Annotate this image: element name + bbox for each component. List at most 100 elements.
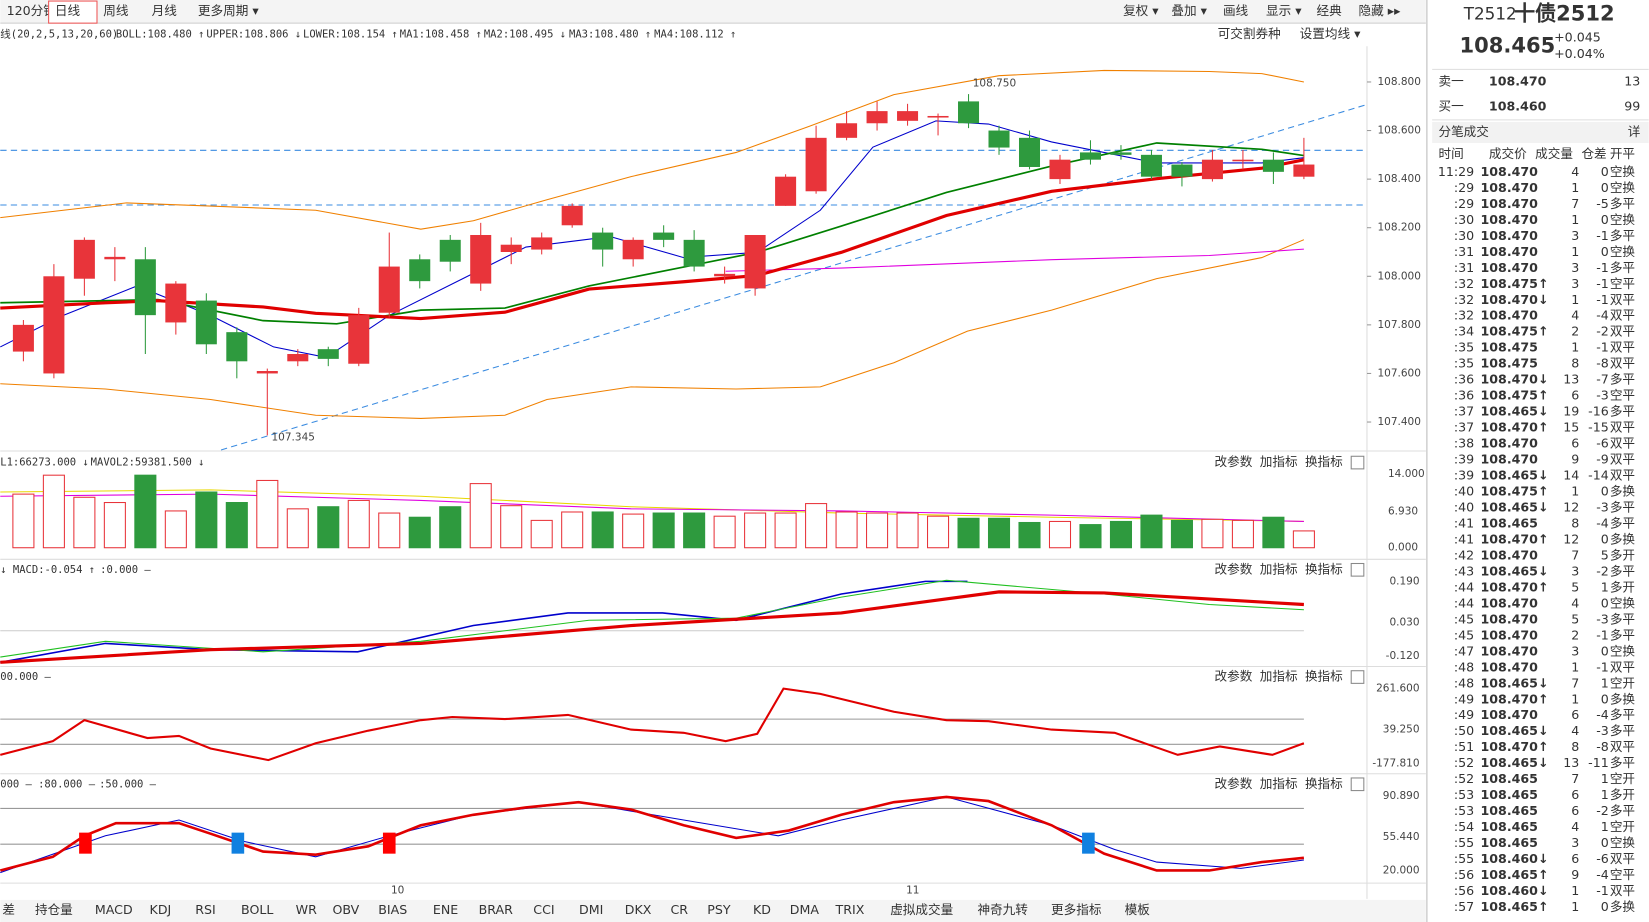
close-box[interactable] (1350, 670, 1365, 684)
volume-bar (774, 512, 797, 549)
panel-button[interactable]: 换指标 (1305, 669, 1343, 684)
indicator-tab[interactable]: DKX (625, 902, 652, 917)
y-tick-label: 108.600 (1377, 125, 1420, 137)
trade-delta: -2 (1596, 803, 1609, 818)
indicator-tab[interactable]: 更多指标 (1051, 902, 1102, 917)
trade-type: 空平 (1610, 867, 1635, 882)
period-tab[interactable]: 周线 (103, 3, 129, 18)
candle-body (1079, 152, 1101, 160)
trade-price: 108.470 (1481, 659, 1539, 674)
trade-type: 多开 (1610, 547, 1635, 562)
trade-price: 108.475 (1481, 340, 1538, 355)
trades-head-bg (1432, 121, 1649, 143)
tool-button[interactable]: 经典 (1317, 3, 1343, 18)
trade-volume: 5 (1571, 579, 1579, 594)
tool-button[interactable]: 复权 ▾ (1123, 3, 1159, 18)
trade-volume: 4 (1571, 819, 1579, 834)
indicator-tab[interactable]: 持仓量 (35, 902, 73, 917)
volume-bar (957, 517, 980, 549)
candle-body (1018, 137, 1041, 167)
indicator-tab[interactable]: MACD (95, 902, 133, 917)
detail-button[interactable]: 详 (1628, 124, 1641, 139)
period-tab[interactable]: 120分钟 (7, 3, 56, 18)
candle-body (317, 349, 339, 359)
indicator-tab[interactable]: CR (670, 902, 688, 917)
code: T2512 (1463, 4, 1517, 24)
link[interactable]: 设置均线 ▾ (1300, 26, 1361, 41)
trade-type: 双平 (1610, 340, 1635, 355)
indicator-tab[interactable]: 模板 (1125, 902, 1151, 917)
trade-type: 多换 (1610, 531, 1636, 546)
link[interactable]: 可交割券种 (1218, 26, 1281, 41)
trade-type: 空平 (1610, 388, 1635, 403)
trade-price: 108.470↑ (1481, 579, 1549, 594)
indicator-tab[interactable]: OBV (332, 902, 359, 917)
panel-button[interactable]: 换指标 (1305, 454, 1343, 469)
trade-price: 108.470↓ (1481, 292, 1549, 307)
candle-body (256, 371, 278, 374)
volume-bar (1292, 530, 1315, 549)
indicator-tab[interactable]: RSI (195, 902, 215, 917)
trade-time: :36 (1454, 372, 1474, 387)
volume-bar (866, 512, 889, 549)
indicator-tab[interactable]: DMA (790, 902, 820, 917)
volume-bar (225, 502, 248, 549)
indicator-tab[interactable]: TRIX (835, 902, 865, 917)
close-box[interactable] (1350, 455, 1365, 470)
trade-delta: 5 (1601, 547, 1609, 562)
candle-body (470, 234, 492, 284)
trade-type: 空开 (1610, 819, 1635, 834)
legend-entry: :80.000 – (38, 778, 96, 790)
candle-body (958, 101, 980, 124)
trade-type: 双平 (1610, 452, 1635, 467)
tool-button[interactable]: 画线 (1223, 3, 1249, 18)
panel-button[interactable]: 加指标 (1260, 776, 1298, 791)
trade-delta: -16 (1588, 404, 1609, 419)
tool-button[interactable]: 显示 ▾ (1266, 3, 1302, 18)
trade-volume: 3 (1571, 643, 1579, 658)
panel-button[interactable]: 加指标 (1260, 561, 1298, 576)
indicator-tab[interactable]: WR (296, 902, 317, 917)
tool-button[interactable]: 叠加 ▾ (1171, 3, 1207, 18)
trade-delta: -6 (1596, 436, 1609, 451)
panel-button[interactable]: 改参数 (1215, 454, 1253, 469)
panel-button[interactable]: 换指标 (1305, 776, 1343, 791)
trades-header: 时间 (1438, 146, 1463, 161)
period-tab[interactable]: 日线 (55, 3, 81, 18)
period-tab[interactable]: 更多周期 ▾ (198, 3, 259, 18)
tool-button[interactable]: 隐藏 ▸▸ (1359, 3, 1402, 18)
volume-bar (256, 479, 279, 549)
close-box[interactable] (1350, 562, 1365, 577)
panel-button[interactable]: 改参数 (1215, 669, 1253, 684)
trade-volume: 2 (1571, 627, 1579, 642)
panel-button[interactable]: 换指标 (1305, 561, 1343, 576)
y-tick-label: 14.000 (1388, 468, 1425, 480)
panel-button[interactable]: 加指标 (1260, 669, 1298, 684)
pct: +0.04% (1554, 46, 1605, 61)
indicator-tab[interactable]: 差 (2, 902, 15, 917)
indicator-tab[interactable]: CCI (533, 902, 554, 917)
period-tab[interactable]: 月线 (152, 3, 178, 18)
trade-price: 108.470 (1481, 547, 1539, 562)
indicator-tab[interactable]: BIAS (378, 902, 407, 917)
indicator-tab[interactable]: KD (753, 902, 771, 917)
panel-button[interactable]: 改参数 (1215, 776, 1253, 791)
trade-volume: 3 (1571, 276, 1579, 291)
candle-body (714, 273, 736, 277)
indicator-tab[interactable]: DMI (579, 902, 603, 917)
indicator-tab[interactable]: 神奇九转 (977, 902, 1028, 917)
indicator-tab[interactable]: 虚拟成交量 (890, 902, 953, 917)
close-box[interactable] (1350, 777, 1365, 792)
trade-volume: 7 (1571, 771, 1579, 786)
trade-time: :42 (1454, 547, 1474, 562)
panel-button[interactable]: 加指标 (1260, 454, 1298, 469)
indicator-tab[interactable]: KDJ (150, 902, 172, 917)
indicator-tab[interactable]: PSY (707, 902, 731, 917)
trade-volume: 19 (1563, 404, 1579, 419)
indicator-tab[interactable]: BRAR (479, 902, 514, 917)
indicator-tab[interactable]: ENE (433, 902, 458, 917)
panel-button[interactable]: 改参数 (1215, 561, 1253, 576)
trade-time: :47 (1454, 643, 1474, 658)
trade-price: 108.465↑ (1481, 867, 1549, 882)
indicator-tab[interactable]: BOLL (241, 902, 273, 917)
